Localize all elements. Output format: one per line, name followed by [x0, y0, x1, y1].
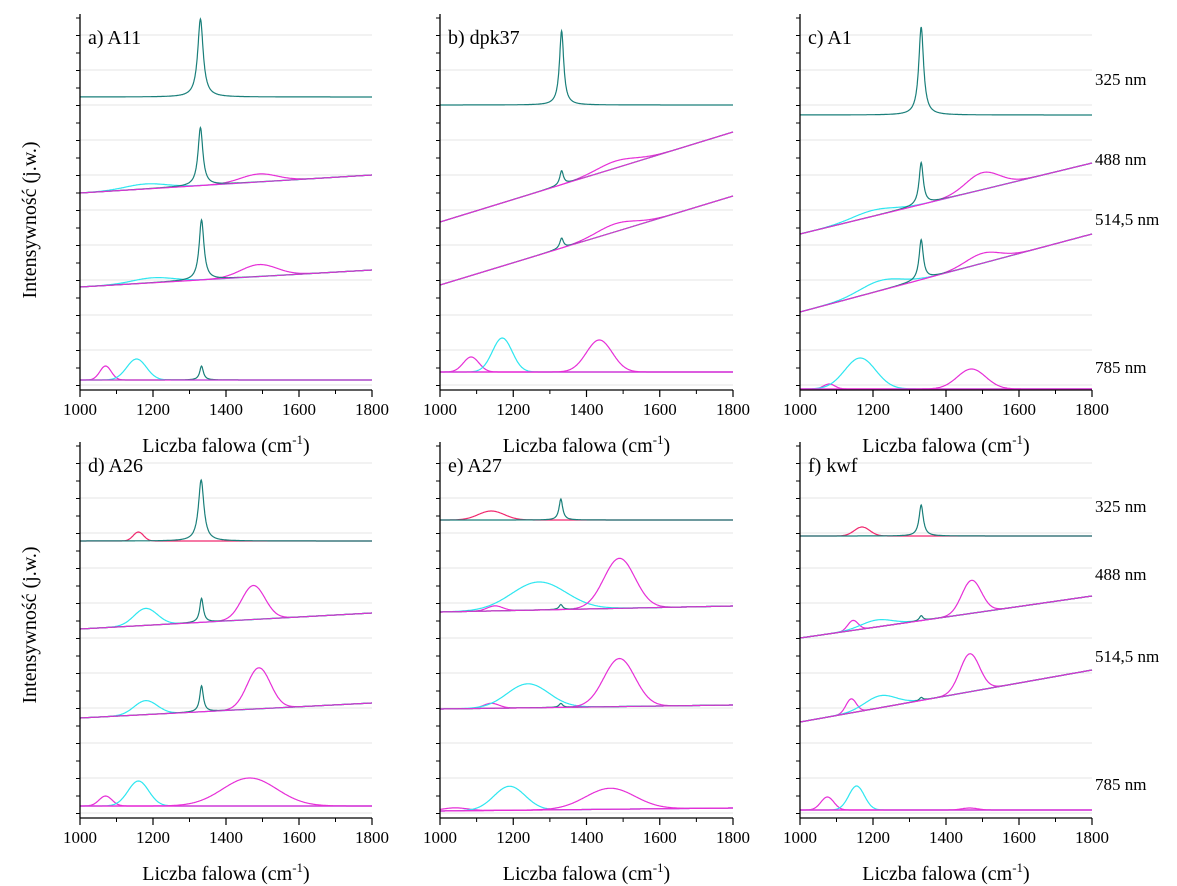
fit-band-2-3	[440, 557, 733, 613]
panel-2: 1000 1200 1400 1600 1800 b) dpk37 Liczba falow…	[423, 14, 750, 457]
wavelength-label-bottom-1: 325 nm	[1095, 497, 1146, 516]
x-tick-label-1800: 1800	[355, 400, 389, 419]
x-axis-title: Liczba falowa (cm-1)	[503, 432, 670, 457]
wavelength-label-top-2: 488 nm	[1095, 150, 1146, 169]
wavelength-label-top-4: 785 nm	[1095, 358, 1146, 377]
panel-1: 1000 1200 1400 1600 1800 a) A11 Liczba falowa …	[63, 14, 389, 457]
panel-label: b) dpk37	[448, 27, 520, 49]
spectrum-1	[800, 503, 1092, 537]
baseline-4	[439, 807, 734, 812]
x-tick-label-1800: 1800	[716, 400, 750, 419]
x-axis-title: Liczba falowa (cm-1)	[142, 432, 309, 457]
panel-6: 1000 1200 1400 1600 1800 f) kwf Liczba falowa …	[783, 442, 1109, 885]
panel-4: 1000 1200 1400 1600 1800 d) A26 Liczba falowa …	[63, 442, 389, 885]
panel-label: e) A27	[448, 455, 502, 477]
fit-band-4-3	[440, 787, 733, 812]
wavelength-label-top-1: 325 nm	[1095, 70, 1146, 89]
x-tick-label-1600: 1600	[1002, 828, 1036, 847]
fit-band-3-3	[440, 657, 733, 710]
baseline-2	[439, 605, 734, 613]
x-tick-label-1000: 1000	[783, 400, 817, 419]
x-axis-title: Liczba falowa (cm-1)	[862, 432, 1029, 457]
wavelength-label-bottom-2: 488 nm	[1095, 565, 1146, 584]
y-axis-title-1: Intensywność (j.w.)	[19, 141, 41, 298]
fit-band-4-2	[80, 780, 372, 807]
spectrum-1	[800, 26, 1092, 116]
fit-band-4-3	[80, 777, 372, 807]
fit-band-4-2	[80, 358, 372, 381]
spectrum-2	[79, 126, 372, 194]
x-tick-label-1800: 1800	[1075, 400, 1109, 419]
baseline-2	[79, 612, 373, 630]
x-tick-label-1000: 1000	[63, 828, 97, 847]
panel-label: f) kwf	[808, 455, 858, 477]
x-tick-label-1600: 1600	[643, 400, 677, 419]
y-axis-title-2: Intensywność (j.w.)	[19, 546, 41, 703]
x-tick-label-1400: 1400	[929, 400, 963, 419]
spectrum-1	[440, 28, 733, 106]
baseline-2	[79, 174, 373, 194]
x-tick-label-1800: 1800	[716, 828, 750, 847]
panel-label: d) A26	[88, 455, 143, 477]
fit-band-1-1	[440, 510, 733, 521]
wavelength-label-bottom-4: 785 nm	[1095, 775, 1146, 794]
wavelength-label-top-3: 514,5 nm	[1095, 210, 1159, 229]
baseline-3	[439, 704, 734, 710]
x-tick-label-1200: 1200	[856, 400, 890, 419]
x-tick-label-1600: 1600	[1002, 400, 1036, 419]
x-tick-label-1000: 1000	[423, 828, 457, 847]
spectrum-1	[440, 497, 733, 521]
baseline-2	[799, 162, 1093, 235]
x-tick-label-1400: 1400	[570, 400, 604, 419]
fit-band-1-1	[800, 526, 1092, 537]
x-tick-label-1600: 1600	[643, 828, 677, 847]
spectrum-3	[79, 218, 372, 288]
fit-band-3-2	[80, 263, 372, 288]
x-tick-label-1800: 1800	[1075, 828, 1109, 847]
x-tick-label-1400: 1400	[570, 828, 604, 847]
fit-band-4-2	[440, 337, 733, 373]
x-tick-label-1400: 1400	[929, 828, 963, 847]
spectrum-1	[80, 478, 372, 542]
panel-label: c) A1	[808, 27, 852, 49]
wavelength-label-bottom-3: 514,5 nm	[1095, 647, 1159, 666]
x-tick-label-1200: 1200	[856, 828, 890, 847]
x-tick-label-1200: 1200	[136, 828, 170, 847]
baseline-3	[799, 233, 1093, 313]
panel-label: a) A11	[88, 27, 141, 49]
panel-3: 1000 1200 1400 1600 1800 c) A1 Liczba falowa (…	[783, 14, 1109, 457]
baseline-3	[799, 669, 1093, 723]
fit-band-4-1	[440, 356, 733, 373]
x-tick-label-1600: 1600	[282, 400, 316, 419]
baseline-3	[79, 269, 373, 288]
x-tick-label-1200: 1200	[496, 828, 530, 847]
spectrum-4	[80, 365, 372, 381]
fit-band-4-1	[80, 365, 372, 381]
baseline-2	[439, 131, 734, 223]
baseline-3	[439, 195, 734, 286]
spectrum-1	[80, 17, 372, 98]
x-axis-title: Liczba falowa (cm-1)	[142, 860, 309, 885]
fit-band-4-2	[440, 785, 733, 812]
x-tick-label-1200: 1200	[136, 400, 170, 419]
x-axis-title: Liczba falowa (cm-1)	[503, 860, 670, 885]
x-tick-label-1200: 1200	[496, 400, 530, 419]
fit-band-3-3	[799, 653, 1093, 723]
x-tick-label-1400: 1400	[209, 400, 243, 419]
fit-band-4-2	[800, 785, 1092, 811]
fit-band-2-2	[80, 584, 372, 630]
x-tick-label-1000: 1000	[783, 828, 817, 847]
x-tick-label-1000: 1000	[423, 400, 457, 419]
x-tick-label-1000: 1000	[63, 400, 97, 419]
baseline-2	[799, 595, 1093, 639]
x-tick-label-1600: 1600	[282, 828, 316, 847]
x-tick-label-1800: 1800	[355, 828, 389, 847]
baseline-3	[79, 702, 373, 719]
fit-band-4-3	[440, 339, 733, 373]
x-axis-title: Liczba falowa (cm-1)	[862, 860, 1029, 885]
panel-5: 1000 1200 1400 1600 1800 e) A27 Liczba falowa …	[423, 442, 750, 885]
x-tick-label-1400: 1400	[209, 828, 243, 847]
